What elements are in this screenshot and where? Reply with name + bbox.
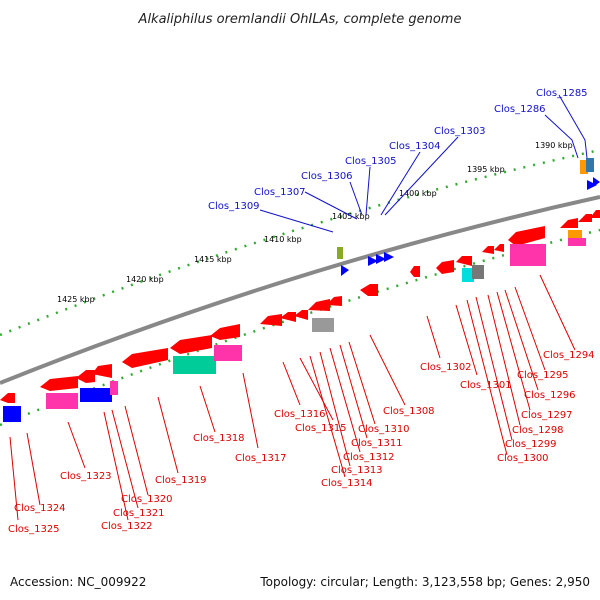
- gene-label: Clos_1317: [235, 453, 287, 464]
- gene-arrow: [560, 218, 578, 228]
- gene-arrow: [122, 348, 168, 368]
- gene-arrow: [0, 393, 15, 403]
- pink-feature: [46, 393, 78, 409]
- gene-label: Clos_1303: [434, 126, 486, 137]
- gene-label: Clos_1314: [321, 478, 373, 489]
- gene-label: Clos_1302: [420, 362, 472, 373]
- gene-arrow: [587, 180, 597, 190]
- gene-label: Clos_1325: [8, 524, 60, 535]
- gene-arrow: [170, 335, 212, 354]
- gene-feature: [580, 160, 588, 174]
- gene-arrow: [482, 246, 494, 254]
- cyan-feature: [462, 268, 474, 282]
- gene-arrow: [578, 214, 592, 222]
- accession-text: Accession: NC_009922: [10, 575, 146, 589]
- gene-label: Clos_1285: [536, 88, 588, 99]
- gene-label: Clos_1324: [14, 503, 66, 514]
- gene-label: Clos_1308: [383, 406, 435, 417]
- gene-label: Clos_1320: [121, 494, 173, 505]
- gene-label: Clos_1300: [497, 453, 549, 464]
- gene-label: Clos_1318: [193, 433, 245, 444]
- gene-arrow: [590, 210, 600, 218]
- gene-label: Clos_1323: [60, 471, 112, 482]
- map-title: Alkaliphilus oremlandii OhILAs, complete…: [138, 12, 462, 27]
- gene-arrow: [76, 370, 95, 383]
- gene-arrow: [376, 254, 386, 264]
- grey-feature: [312, 318, 334, 332]
- grey-feature: [472, 265, 484, 279]
- pink-feature: [568, 238, 586, 246]
- gene-label: Clos_1319: [155, 475, 207, 486]
- pink-feature: [214, 345, 242, 361]
- gene-label: Clos_1295: [517, 370, 569, 381]
- gene-label: Clos_1311: [351, 438, 403, 449]
- gene-label: Clos_1301: [460, 380, 512, 391]
- gene-label: Clos_1322: [101, 521, 153, 532]
- gene-label: Clos_1298: [512, 425, 564, 436]
- gene-label: Clos_1297: [521, 410, 573, 421]
- gene-feature: [337, 247, 343, 259]
- ruler-tick-labels: 1425 kbp 1420 kbp 1415 kbp 1410 kbp 1405…: [57, 141, 573, 304]
- gene-label: Clos_1313: [331, 465, 383, 476]
- top-leader-lines: [259, 94, 588, 233]
- teal-feature: [173, 356, 216, 374]
- gene-arrow: [494, 244, 504, 252]
- inner-features: [0, 210, 600, 403]
- gene-label: Clos_1296: [524, 390, 576, 401]
- gene-arrow: [436, 260, 454, 274]
- bottom-leader-lines: [9, 274, 576, 521]
- gene-label: Clos_1304: [389, 141, 441, 152]
- gene-label: Clos_1299: [505, 439, 557, 450]
- feature-boxes: [3, 230, 586, 422]
- gene-arrow: [260, 314, 282, 326]
- gene-arrow: [360, 284, 378, 296]
- gene-label: Clos_1305: [345, 156, 397, 167]
- gene-label: Clos_1315: [295, 423, 347, 434]
- kbp-label: 1395 kbp: [467, 165, 505, 174]
- gene-arrow: [384, 252, 394, 262]
- gene-label: Clos_1294: [543, 350, 595, 361]
- gene-label: Clos_1310: [358, 424, 410, 435]
- kbp-label: 1425 kbp: [57, 295, 95, 304]
- blue-feature: [80, 388, 112, 402]
- gene-arrow: [456, 256, 472, 266]
- kbp-label: 1420 kbp: [126, 275, 164, 284]
- gene-arrow: [280, 312, 296, 322]
- gene-arrow: [368, 256, 378, 266]
- gene-arrow: [210, 324, 240, 340]
- gene-arrow: [326, 296, 342, 306]
- kbp-label: 1410 kbp: [264, 235, 302, 244]
- bottom-labels: Clos_1294 Clos_1295 Clos_1296 Clos_1297 …: [8, 350, 595, 535]
- gene-label: Clos_1312: [343, 452, 395, 463]
- kbp-label: 1405 kbp: [332, 212, 370, 221]
- outer-features: [337, 158, 600, 276]
- gene-arrow: [508, 226, 545, 246]
- gene-label: Clos_1286: [494, 104, 546, 115]
- kbp-label: 1415 kbp: [194, 255, 232, 264]
- top-labels: Clos_1285 Clos_1286 Clos_1303 Clos_1304 …: [208, 88, 588, 212]
- orange-feature: [568, 230, 582, 240]
- gene-label: Clos_1309: [208, 201, 260, 212]
- gene-label: Clos_1316: [274, 409, 326, 420]
- kbp-label: 1390 kbp: [535, 141, 573, 150]
- blue-feature: [3, 406, 21, 422]
- gene-arrow: [40, 376, 78, 391]
- pink-feature: [110, 381, 118, 395]
- gene-arrow: [92, 364, 112, 378]
- pink-feature: [510, 244, 546, 266]
- gene-arrow: [294, 310, 308, 320]
- gene-label: Clos_1307: [254, 187, 306, 198]
- gene-arrow: [593, 177, 600, 187]
- gene-arrow: [410, 266, 420, 277]
- genome-backbone: [0, 195, 600, 385]
- gene-label: Clos_1306: [301, 171, 353, 182]
- kbp-label: 1400 kbp: [399, 189, 437, 198]
- gene-arrow: [341, 265, 349, 276]
- gene-feature: [586, 158, 594, 172]
- gene-label: Clos_1321: [113, 508, 165, 519]
- topology-text: Topology: circular; Length: 3,123,558 bp…: [259, 575, 590, 589]
- outer-ruler-dots: [0, 148, 600, 337]
- gene-arrow: [308, 299, 330, 311]
